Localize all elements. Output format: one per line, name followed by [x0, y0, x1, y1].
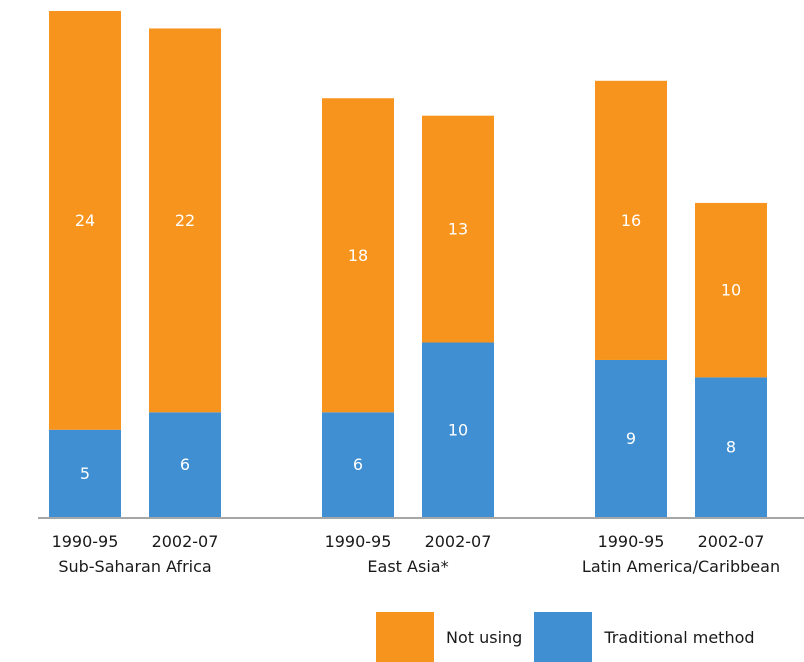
legend-label-traditional-method: Traditional method — [604, 627, 755, 647]
legend-swatch-not-using — [376, 612, 434, 662]
group-label-east-asia: East Asia* — [367, 557, 448, 576]
bar-traditional-method-east-asia-2002-07 — [422, 342, 494, 517]
data-label-traditional-method-sub-saharan-africa-1990-95: 5 — [80, 464, 90, 483]
bars-layer: 5 24 6 22 6 18 10 13 9 16 8 10 — [49, 11, 767, 517]
bar-traditional-method-latin-america-caribbean-2002-07 — [695, 377, 767, 517]
legend-item-traditional-method: Traditional method — [534, 612, 755, 662]
bar-not-using-latin-america-caribbean-2002-07 — [695, 202, 767, 378]
x-tick-label-latin-america-caribbean-1990-95: 1990-95 — [598, 532, 665, 551]
data-label-not-using-latin-america-caribbean-2002-07: 10 — [721, 281, 741, 300]
data-label-traditional-method-sub-saharan-africa-2002-07: 6 — [180, 455, 190, 474]
x-tick-label-east-asia-2002-07: 2002-07 — [425, 532, 492, 551]
bar-not-using-sub-saharan-africa-1990-95 — [49, 11, 121, 430]
data-label-not-using-sub-saharan-africa-1990-95: 24 — [75, 211, 95, 230]
bar-traditional-method-east-asia-1990-95 — [322, 412, 394, 517]
data-label-not-using-east-asia-1990-95: 18 — [348, 246, 368, 265]
group-labels: Sub-Saharan Africa East Asia* Latin Americ… — [58, 557, 780, 576]
bar-not-using-latin-america-caribbean-1990-95 — [595, 80, 667, 360]
x-tick-label-sub-saharan-africa-2002-07: 2002-07 — [152, 532, 219, 551]
bar-traditional-method-latin-america-caribbean-1990-95 — [595, 359, 667, 517]
data-label-not-using-east-asia-2002-07: 13 — [448, 220, 468, 239]
bar-not-using-east-asia-1990-95 — [322, 98, 394, 413]
x-tick-label-latin-america-caribbean-2002-07: 2002-07 — [698, 532, 765, 551]
legend-item-not-using: Not using — [376, 612, 522, 662]
data-label-traditional-method-latin-america-caribbean-1990-95: 9 — [626, 429, 636, 448]
legend-label-not-using: Not using — [446, 627, 523, 647]
x-tick-labels: 1990-95 2002-07 1990-95 2002-07 1990-95 2002-… — [52, 532, 765, 551]
group-label-sub-saharan-africa: Sub-Saharan Africa — [58, 557, 211, 576]
bar-traditional-method-sub-saharan-africa-1990-95 — [49, 429, 121, 517]
data-label-traditional-method-east-asia-2002-07: 10 — [448, 420, 468, 439]
legend: Not using Traditional method — [376, 612, 767, 662]
data-label-traditional-method-east-asia-1990-95: 6 — [353, 455, 363, 474]
bar-not-using-east-asia-2002-07 — [422, 115, 494, 343]
x-tick-label-east-asia-1990-95: 1990-95 — [325, 532, 392, 551]
legend-swatch-traditional-method — [534, 612, 593, 662]
x-tick-label-sub-saharan-africa-1990-95: 1990-95 — [52, 532, 119, 551]
group-label-latin-america-caribbean: Latin America/Caribbean — [582, 557, 780, 576]
bar-traditional-method-sub-saharan-africa-2002-07 — [149, 412, 221, 517]
data-label-not-using-latin-america-caribbean-1990-95: 16 — [621, 211, 641, 230]
bar-not-using-sub-saharan-africa-2002-07 — [149, 28, 221, 413]
data-label-traditional-method-latin-america-caribbean-2002-07: 8 — [726, 438, 736, 457]
data-label-not-using-sub-saharan-africa-2002-07: 22 — [175, 211, 195, 230]
